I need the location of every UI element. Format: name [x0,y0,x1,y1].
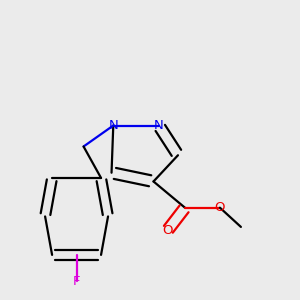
Text: O: O [162,224,173,237]
Text: F: F [73,274,80,288]
Text: N: N [108,119,118,132]
Text: O: O [215,201,225,214]
Text: N: N [154,119,164,132]
